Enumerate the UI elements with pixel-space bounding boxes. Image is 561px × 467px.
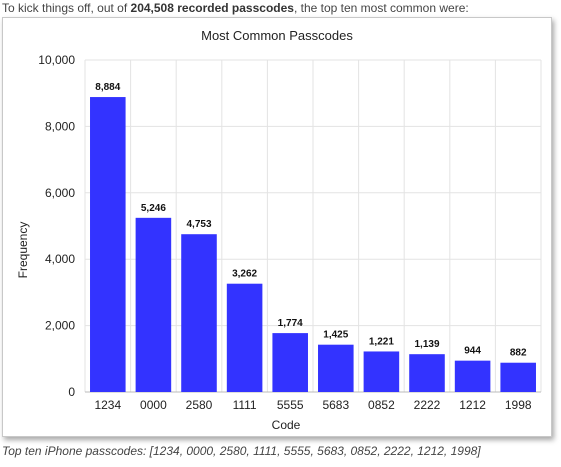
bar-value-label: 8,884: [95, 82, 120, 93]
intro-suffix: , the top ten most common were:: [293, 1, 469, 15]
bar: [500, 362, 536, 392]
bar-value-label: 944: [464, 346, 481, 357]
bar-value-label: 5,246: [141, 203, 166, 214]
x-tick-label: 2580: [186, 398, 213, 412]
bar: [363, 351, 400, 392]
x-tick-label: 1234: [94, 398, 121, 412]
x-tick-label: 5683: [322, 398, 349, 412]
bar-value-label: 3,262: [232, 269, 257, 280]
x-tick-label: 0852: [368, 398, 395, 412]
bar: [90, 97, 126, 392]
bar-value-label: 882: [510, 348, 527, 359]
y-axis-title: Frequency: [16, 222, 30, 279]
bar-value-label: 4,753: [186, 219, 211, 230]
labels: 0 2,000 4,000 6,000 8,000 10,000 8,884 1234 5,24…: [38, 53, 532, 412]
bar-value-label: 1,221: [369, 336, 394, 347]
bar: [318, 344, 354, 392]
bar: [409, 354, 445, 392]
y-tick-label: 4,000: [45, 252, 75, 266]
intro-text: To kick things off, out of 204,508 recor…: [2, 1, 469, 15]
bar: [135, 217, 172, 392]
x-tick-label: 2222: [414, 398, 441, 412]
chart-caption: Top ten iPhone passcodes: [1234, 0000, 2…: [2, 444, 481, 458]
y-tick-label: 6,000: [45, 186, 75, 200]
y-tick-label: 10,000: [38, 53, 75, 67]
x-tick-label: 1111: [233, 398, 257, 412]
bar: [226, 283, 263, 392]
chart-frame: Most Common Passcodes Frequency Code 0 2,…: [2, 17, 552, 437]
y-tick-label: 8,000: [45, 119, 75, 133]
bar-chart: Most Common Passcodes Frequency Code 0 2,…: [16, 28, 542, 432]
bar-value-label: 1,139: [414, 339, 439, 350]
bar-value-label: 1,425: [323, 330, 348, 341]
bars: [90, 97, 536, 392]
x-axis-title: Code: [272, 418, 301, 432]
bar: [272, 333, 308, 392]
x-tick-label: 5555: [277, 398, 304, 412]
intro-prefix: To kick things off, out of: [2, 1, 131, 15]
chart-title: Most Common Passcodes: [201, 28, 353, 43]
y-tick-label: 2,000: [45, 319, 75, 333]
bar-value-label: 1,774: [278, 318, 303, 329]
x-tick-label: 1998: [505, 398, 532, 412]
bar: [454, 360, 491, 392]
intro-bold: 204,508 recorded passcodes: [130, 1, 294, 15]
y-tick-label: 0: [68, 385, 75, 399]
bar: [181, 234, 217, 392]
x-tick-label: 0000: [140, 398, 167, 412]
x-tick-label: 1212: [459, 398, 486, 412]
